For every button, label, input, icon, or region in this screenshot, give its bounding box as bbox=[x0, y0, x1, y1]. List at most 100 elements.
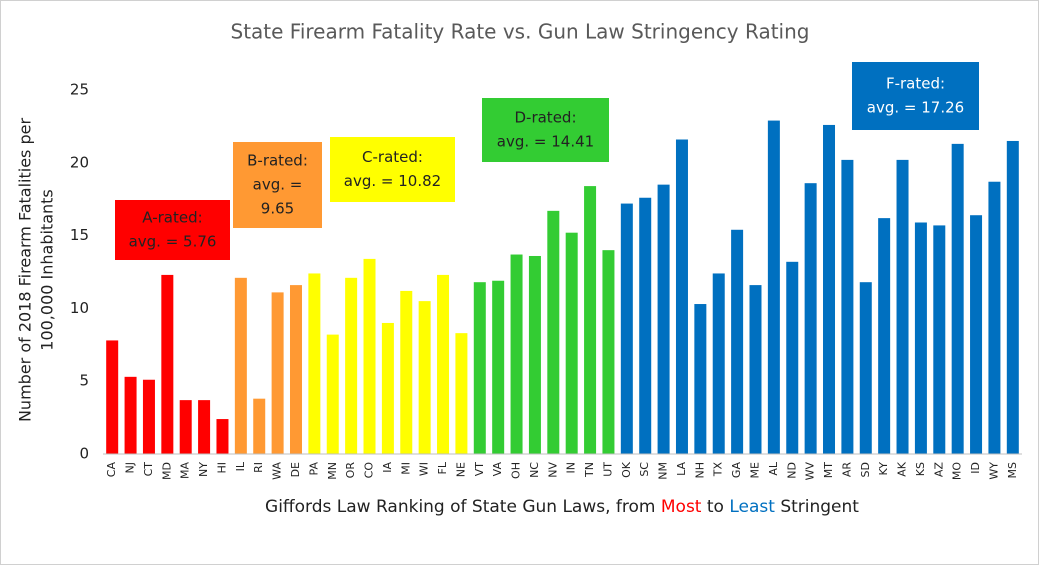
bar bbox=[418, 301, 431, 454]
bar bbox=[381, 322, 394, 454]
bar bbox=[675, 139, 688, 454]
bar bbox=[602, 250, 615, 454]
bar bbox=[161, 274, 174, 454]
y-tick-label: 10 bbox=[70, 299, 89, 317]
x-tick-label: OR bbox=[344, 462, 357, 479]
annotation-text: C-rated: bbox=[362, 148, 423, 166]
bar bbox=[547, 210, 560, 454]
bar bbox=[694, 304, 707, 454]
annotation-text: D-rated: bbox=[514, 109, 576, 127]
bar bbox=[124, 376, 137, 454]
x-tick-label: TN bbox=[583, 462, 596, 478]
annotation-text: avg. = 10.82 bbox=[344, 172, 441, 190]
y-tick-label: 0 bbox=[79, 445, 89, 463]
x-tick-label: GA bbox=[730, 462, 743, 479]
bar bbox=[510, 254, 523, 454]
annotation-box bbox=[115, 200, 230, 260]
x-tick-label: SC bbox=[638, 462, 651, 477]
bar bbox=[896, 159, 909, 454]
x-tick-label: SD bbox=[859, 462, 872, 477]
x-tick-label: AK bbox=[896, 461, 909, 477]
x-tick-label: CO bbox=[363, 462, 376, 479]
bar bbox=[731, 229, 744, 454]
bar bbox=[712, 273, 725, 454]
x-tick-label: NY bbox=[197, 462, 210, 477]
x-axis-label-part: Most bbox=[661, 497, 702, 517]
bar bbox=[308, 273, 321, 454]
x-axis-label-part: Giffords Law Ranking of State Gun Laws, … bbox=[265, 497, 661, 517]
x-tick-label: KS bbox=[914, 462, 927, 476]
annotation-text: 9.65 bbox=[261, 200, 294, 218]
chart-title: State Firearm Fatality Rate vs. Gun Law … bbox=[231, 20, 810, 44]
bar bbox=[437, 274, 450, 454]
bar bbox=[914, 222, 927, 454]
bar bbox=[253, 398, 266, 454]
x-tick-label: RI bbox=[252, 462, 265, 473]
bar bbox=[271, 292, 284, 454]
x-tick-label: OH bbox=[510, 462, 523, 479]
bar bbox=[528, 255, 541, 454]
bar bbox=[970, 215, 983, 454]
bar bbox=[749, 285, 762, 454]
bar bbox=[988, 181, 1001, 454]
x-tick-label: ID bbox=[969, 462, 982, 474]
x-tick-label: VA bbox=[491, 462, 504, 477]
x-tick-label: WV bbox=[804, 462, 817, 481]
x-tick-label: MT bbox=[822, 462, 835, 478]
bar bbox=[841, 159, 854, 454]
x-tick-label: MD bbox=[160, 462, 173, 480]
annotation-box bbox=[330, 137, 455, 202]
x-tick-label: FL bbox=[436, 461, 449, 474]
x-axis-label: Giffords Law Ranking of State Gun Laws, … bbox=[265, 497, 859, 517]
x-tick-label: HI bbox=[215, 462, 228, 474]
x-tick-label: IL bbox=[234, 461, 247, 471]
x-tick-label: OK bbox=[620, 461, 633, 478]
annotation-text: avg. = 17.26 bbox=[867, 99, 964, 117]
bar bbox=[1006, 140, 1019, 454]
bar bbox=[142, 379, 155, 454]
bar bbox=[326, 334, 339, 454]
x-tick-label: ME bbox=[748, 462, 761, 478]
annotation-text: F-rated: bbox=[886, 75, 945, 93]
bar bbox=[473, 282, 486, 454]
bar bbox=[455, 333, 468, 454]
bar bbox=[878, 218, 891, 454]
x-tick-label: UT bbox=[601, 462, 614, 477]
annotation-box bbox=[852, 62, 979, 130]
annotation-text: avg. = 5.76 bbox=[129, 233, 217, 251]
bar bbox=[859, 282, 872, 454]
x-tick-label: WA bbox=[271, 462, 284, 480]
bar bbox=[584, 186, 597, 454]
x-tick-label: PA bbox=[307, 462, 320, 476]
y-tick-label: 5 bbox=[79, 372, 89, 390]
bar bbox=[620, 203, 633, 454]
x-tick-label: NJ bbox=[124, 462, 137, 473]
y-axis-label: 100,000 Inhabitants bbox=[38, 189, 57, 350]
x-tick-label: MS bbox=[1006, 462, 1019, 478]
bar bbox=[823, 124, 836, 454]
bar bbox=[933, 225, 946, 454]
x-tick-label: MI bbox=[399, 462, 412, 475]
bar bbox=[289, 285, 302, 454]
bar bbox=[400, 290, 413, 454]
x-tick-label: LA bbox=[675, 462, 688, 476]
bar bbox=[345, 277, 358, 454]
annotation-text: avg. = bbox=[253, 176, 303, 194]
bar bbox=[234, 277, 247, 454]
x-tick-label: MO bbox=[951, 462, 964, 480]
x-tick-label: CA bbox=[105, 462, 118, 478]
x-tick-label: VT bbox=[473, 462, 486, 477]
y-tick-label: 20 bbox=[70, 153, 89, 171]
x-axis-label-part: Least bbox=[729, 497, 775, 517]
annotation-box bbox=[233, 142, 322, 228]
bar bbox=[786, 261, 799, 454]
x-tick-label: NC bbox=[528, 462, 541, 478]
x-tick-label: NM bbox=[657, 462, 670, 480]
x-tick-label: AZ bbox=[932, 462, 945, 478]
annotation-text: A-rated: bbox=[142, 209, 202, 227]
bar bbox=[639, 197, 652, 454]
bar bbox=[363, 258, 376, 454]
x-tick-label: AR bbox=[840, 462, 853, 478]
x-axis-label-part: Stringent bbox=[775, 497, 859, 517]
